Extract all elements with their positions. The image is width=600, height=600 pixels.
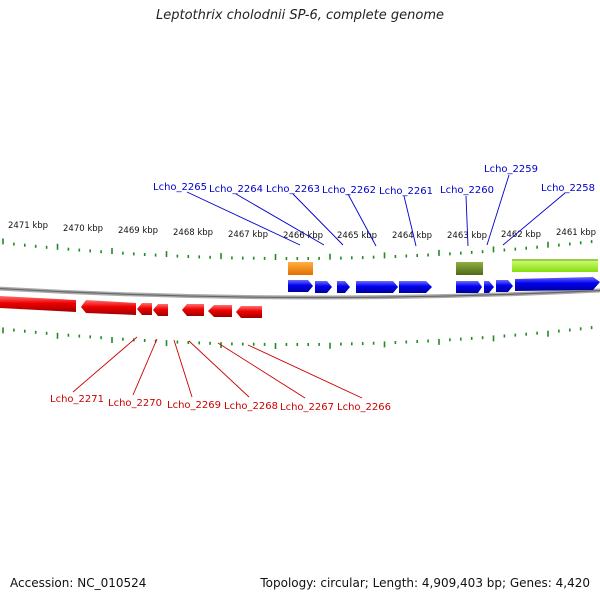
gene-lcho-2266[interactable] — [236, 306, 262, 318]
gene-lcho-2266a[interactable] — [208, 305, 232, 317]
feature-olive[interactable] — [456, 262, 483, 275]
label-lcho-2260[interactable]: Lcho_2260 — [440, 185, 494, 196]
gene-lcho-2264[interactable] — [315, 281, 332, 293]
scale-label: 2463 kbp — [447, 231, 487, 241]
accession-label: Accession: NC_010524 — [10, 576, 147, 590]
feature-lime[interactable] — [512, 259, 598, 272]
forward-tick-marks — [2, 238, 593, 260]
scale-label: 2461 kbp — [556, 228, 596, 238]
genome-summary: Topology: circular; Length: 4,909,403 bp… — [260, 576, 590, 590]
reverse-label-connectors — [72, 336, 363, 399]
gene-lcho-2265[interactable] — [288, 280, 313, 292]
scale-label: 2468 kbp — [173, 228, 213, 238]
gene-lcho-2269[interactable] — [137, 303, 152, 315]
scale-label: 2470 kbp — [63, 224, 103, 234]
label-lcho-2263[interactable]: Lcho_2263 — [266, 184, 320, 195]
reverse-tick-marks — [2, 326, 593, 349]
scale-label: 2471 kbp — [8, 221, 48, 231]
gene-lcho-2268[interactable] — [153, 304, 168, 316]
gene-lcho-2259[interactable] — [484, 281, 494, 293]
scale-label: 2469 kbp — [118, 226, 158, 236]
label-lcho-2264[interactable]: Lcho_2264 — [209, 184, 263, 195]
label-lcho-2267[interactable]: Lcho_2267 — [280, 402, 334, 413]
label-lcho-2268[interactable]: Lcho_2268 — [224, 401, 278, 412]
gene-lcho-2258[interactable] — [515, 277, 600, 291]
gene-lcho-2260[interactable] — [456, 281, 482, 293]
genome-title: Leptothrix cholodnii SP-6, complete geno… — [156, 8, 444, 23]
scale-label: 2467 kbp — [228, 230, 268, 240]
label-lcho-2261[interactable]: Lcho_2261 — [379, 186, 433, 197]
gene-lcho-2261[interactable] — [399, 281, 432, 293]
label-lcho-2269[interactable]: Lcho_2269 — [167, 400, 221, 411]
label-lcho-2258[interactable]: Lcho_2258 — [541, 183, 595, 194]
label-lcho-2259[interactable]: Lcho_2259 — [484, 164, 538, 175]
scale-label: 2464 kbp — [392, 231, 432, 241]
forward-label-connectors — [186, 174, 566, 247]
gene-lcho-2259b[interactable] — [496, 280, 513, 292]
label-lcho-2265[interactable]: Lcho_2265 — [153, 182, 207, 193]
label-lcho-2266[interactable]: Lcho_2266 — [337, 402, 391, 413]
label-lcho-2270[interactable]: Lcho_2270 — [108, 398, 162, 409]
scale-labels: 2471 kbp 2470 kbp 2469 kbp 2468 kbp 2467… — [8, 221, 596, 241]
gene-lcho-2270[interactable] — [81, 300, 136, 315]
gene-lcho-2267[interactable] — [182, 304, 204, 316]
scale-label: 2466 kbp — [283, 231, 323, 241]
feature-orange[interactable] — [288, 262, 313, 275]
gene-lcho-2263[interactable] — [337, 281, 350, 293]
label-lcho-2262[interactable]: Lcho_2262 — [322, 185, 376, 196]
gene-lcho-2262[interactable] — [356, 281, 398, 293]
label-lcho-2271[interactable]: Lcho_2271 — [50, 394, 104, 405]
scale-label: 2462 kbp — [501, 230, 541, 240]
scale-label: 2465 kbp — [337, 231, 377, 241]
gene-lcho-2271[interactable] — [0, 296, 76, 312]
